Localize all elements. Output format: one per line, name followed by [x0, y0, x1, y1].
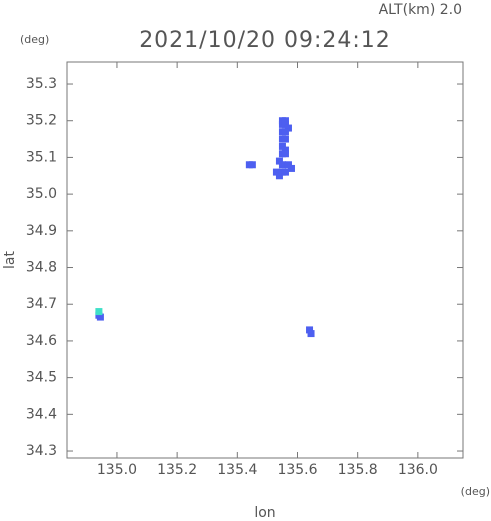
plot-frame	[66, 61, 464, 459]
y-tick-label: 35.1	[26, 149, 57, 165]
y-tick-label: 35.2	[26, 113, 57, 129]
x-tick-label: 135.8	[338, 462, 378, 478]
echo-cell	[284, 124, 292, 132]
altitude-label: ALT(km) 2.0	[379, 2, 462, 18]
x-tick-label: 135.2	[157, 462, 197, 478]
echo-cell	[278, 161, 286, 169]
echo-cell	[307, 330, 315, 338]
echo-cell	[287, 164, 295, 172]
x-tick-label: 136.0	[398, 462, 438, 478]
y-tick-label: 34.9	[26, 223, 57, 239]
y-tick-label: 34.4	[26, 406, 57, 422]
echo-cell	[281, 146, 289, 154]
y-axis-label: lat	[2, 251, 18, 269]
echo-cell	[272, 168, 280, 176]
echo-cell	[281, 117, 289, 125]
x-tick-label: 135.4	[217, 462, 257, 478]
y-tick-label: 35.0	[26, 186, 57, 202]
echo-cell	[278, 142, 286, 150]
x-tick-label: 135.0	[97, 462, 137, 478]
echo-cell	[275, 157, 283, 165]
y-tick-label: 34.5	[26, 370, 57, 386]
echo-cell	[248, 161, 256, 169]
echo-cell	[95, 308, 103, 316]
y-tick-label: 35.3	[26, 76, 57, 92]
y-unit: (deg)	[20, 33, 49, 46]
echo-cell	[275, 172, 283, 180]
echo-cell	[306, 326, 314, 334]
x-unit: (deg)	[461, 485, 490, 498]
echo-cell	[96, 313, 104, 321]
y-tick-label: 34.7	[26, 296, 57, 312]
y-tick-label: 34.8	[26, 260, 57, 276]
y-tick-label: 34.3	[26, 443, 57, 459]
echo-cell	[281, 135, 289, 143]
y-tick-label: 34.6	[26, 333, 57, 349]
x-tick-label: 135.6	[277, 462, 317, 478]
echo-cell	[281, 128, 289, 136]
x-axis-label: lon	[254, 505, 275, 521]
chart-title: 2021/10/20 09:24:12	[139, 28, 391, 53]
echo-cell	[281, 120, 289, 128]
echo-cell	[281, 150, 289, 158]
echo-cell	[281, 168, 289, 176]
echo-cell	[284, 161, 292, 169]
